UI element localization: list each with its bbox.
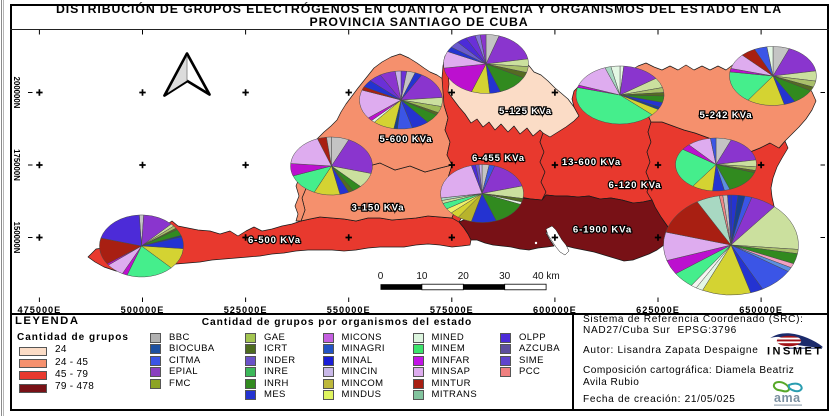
svg-text:INSMET: INSMET xyxy=(767,346,824,357)
svg-text:ama: ama xyxy=(774,391,801,405)
